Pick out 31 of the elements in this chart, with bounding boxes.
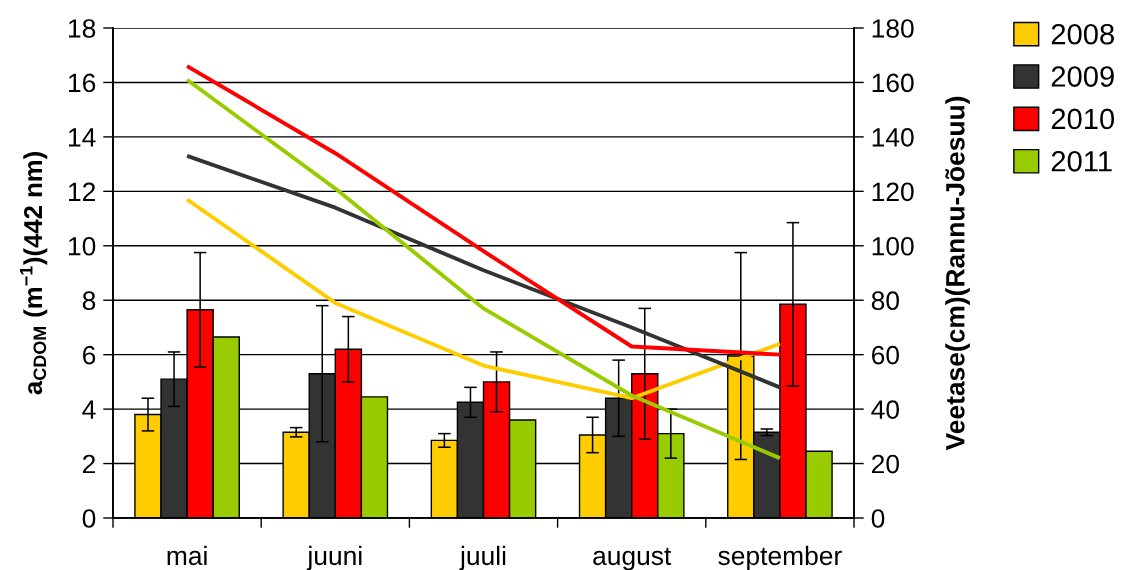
legend-label: 2008 — [1051, 23, 1114, 45]
legend-label: 2011 — [1051, 150, 1112, 172]
y-tick-label: 0 — [82, 509, 96, 528]
y2-tick-label: 120 — [872, 182, 914, 202]
y2-axis-title: Veetase(cm)(Rannu-Jõesuu) — [945, 96, 970, 451]
legend-label: 2010 — [1051, 108, 1115, 130]
x-tick-label: september — [718, 545, 842, 570]
x-tick-label: mai — [167, 545, 207, 566]
x-tick-label: juuni — [306, 545, 362, 570]
y2-tick-label: 180 — [872, 19, 914, 38]
y2-tick-label: 160 — [872, 73, 914, 93]
y-tick-label: 8 — [82, 291, 96, 311]
legend-label: 2009 — [1051, 66, 1114, 87]
y2-tick-label: 40 — [871, 400, 899, 419]
y2-tick-label: 140 — [872, 128, 914, 147]
y-tick-label: 18 — [69, 19, 96, 38]
y2-tick-label: 100 — [872, 236, 914, 256]
x-tick-label: juuli — [459, 545, 506, 570]
y-tick-label: 12 — [69, 182, 96, 201]
y-tick-label: 14 — [69, 128, 96, 147]
y-tick-label: 2 — [82, 454, 96, 474]
y-tick-label: 10 — [69, 236, 96, 256]
y2-tick-label: 0 — [871, 509, 885, 528]
y-tick-label: 4 — [82, 400, 96, 419]
y-tick-label: 16 — [69, 73, 96, 93]
y-axis-title: a$_{CDOM}$ (m$^{−1}$)(442 nm) — [20, 152, 48, 395]
y2-tick-label: 60 — [872, 345, 899, 365]
y2-tick-label: 80 — [871, 291, 899, 311]
y-tick-label: 6 — [83, 345, 96, 365]
x-tick-label: august — [593, 547, 672, 570]
y2-tick-label: 20 — [871, 454, 899, 474]
